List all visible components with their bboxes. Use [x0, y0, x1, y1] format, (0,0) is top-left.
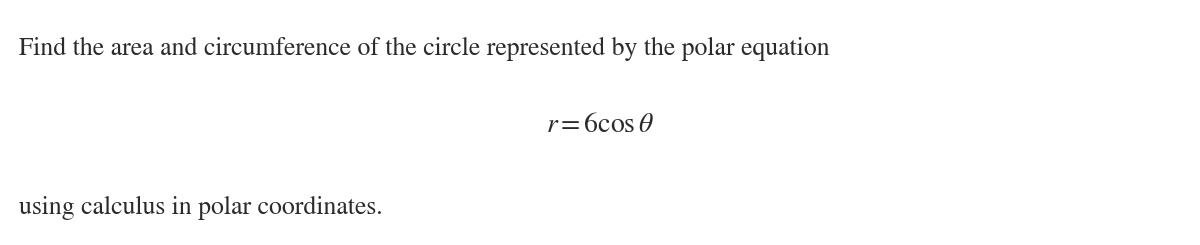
- Text: using calculus in polar coordinates.: using calculus in polar coordinates.: [19, 196, 383, 220]
- Text: Find the area and circumference of the circle represented by the polar equation: Find the area and circumference of the c…: [19, 37, 830, 61]
- Text: $r = 6\cos\theta$: $r = 6\cos\theta$: [546, 112, 654, 137]
